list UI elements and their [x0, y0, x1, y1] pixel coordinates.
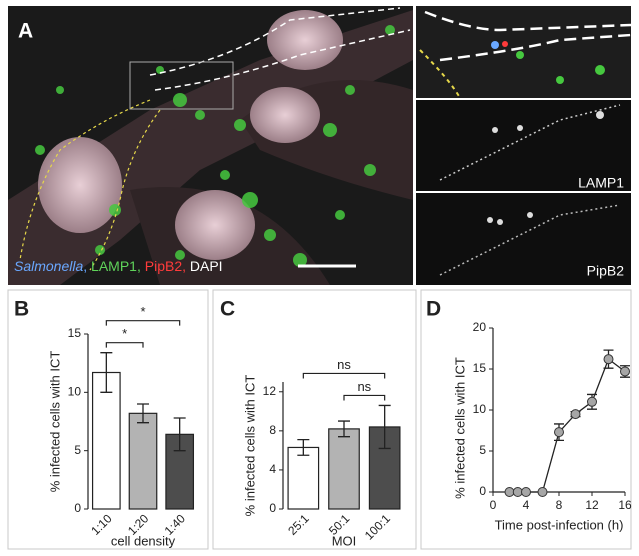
legend-separator: ,: [83, 258, 91, 274]
legend-separator: ,: [182, 258, 190, 274]
y-axis-label: % infected cells with ICT: [242, 375, 257, 517]
y-axis-label: % infected cells with ICT: [47, 351, 62, 493]
data-point: [603, 354, 614, 365]
x-tick-label: 0: [490, 498, 497, 512]
significance-bracket: [302, 372, 386, 379]
x-tick-label: 12: [585, 498, 599, 512]
data-point: [521, 487, 531, 497]
x-tick-label: 8: [556, 498, 563, 512]
panel-label: D: [426, 298, 441, 321]
legend-separator: ,: [137, 258, 145, 274]
y-tick-label: 5: [479, 443, 486, 457]
y-tick-label: 15: [68, 326, 82, 340]
y-tick-label: 0: [479, 484, 486, 498]
data-point: [570, 409, 581, 420]
error-bar: [338, 420, 350, 438]
inset-label: LAMP1: [578, 175, 624, 191]
x-tick-label: 4: [523, 498, 530, 512]
x-tick-label: 100:1: [362, 511, 393, 542]
significance-label: *: [122, 326, 127, 341]
y-tick-label: 5: [74, 443, 81, 457]
inset-label: PipB2: [587, 263, 625, 279]
bar: [128, 412, 158, 510]
significance-bracket: [105, 342, 144, 348]
legend-entry: DAPI: [190, 258, 223, 274]
data-point: [620, 366, 630, 377]
data-point: [504, 487, 515, 497]
significance-label: ns: [337, 357, 351, 372]
legend-entry: LAMP1: [91, 258, 137, 274]
data-point: [554, 427, 564, 438]
y-tick-label: 12: [263, 384, 277, 398]
x-axis-label: Time post-infection (h): [495, 517, 624, 532]
error-bar: [100, 352, 113, 393]
y-tick-label: 0: [269, 501, 276, 515]
bar: [91, 371, 121, 510]
error-bar: [137, 403, 149, 424]
y-tick-label: 4: [269, 462, 276, 476]
y-tick-label: 0: [74, 501, 81, 515]
bar: [287, 446, 320, 510]
y-tick-label: 20: [473, 320, 487, 334]
panel-label: A: [18, 20, 33, 43]
error-bar: [173, 417, 186, 452]
y-axis-label: % infected cells with ICT: [452, 357, 467, 499]
y-tick-label: 15: [473, 361, 487, 375]
significance-bracket: [105, 320, 181, 326]
y-tick-label: 8: [269, 423, 276, 437]
panel-label: C: [220, 298, 235, 321]
y-tick-label: 10: [68, 385, 82, 399]
panel-frames: [7, 289, 632, 550]
error-bar: [297, 438, 310, 456]
data-point: [587, 396, 597, 407]
legend-entry: PipB2: [145, 258, 183, 274]
x-tick-label: 16: [618, 498, 632, 512]
legend-entry: Salmonella: [14, 258, 83, 274]
bar: [328, 428, 360, 510]
micrograph: [8, 6, 632, 285]
data-point: [512, 487, 523, 497]
line: [509, 358, 626, 493]
data-point: [537, 487, 548, 497]
significance-bracket: [343, 394, 386, 401]
y-tick-label: 10: [473, 402, 487, 416]
axis: [492, 328, 625, 493]
x-axis-label: MOI: [332, 533, 357, 548]
image-legend: Salmonella, LAMP1, PipB2, DAPI: [14, 258, 223, 274]
x-tick-label: 25:1: [285, 511, 312, 538]
significance-label: *: [140, 304, 145, 319]
x-axis-label: cell density: [111, 533, 176, 548]
error-bar: [378, 404, 391, 450]
panel-label: B: [14, 298, 29, 321]
significance-label: ns: [357, 379, 371, 394]
